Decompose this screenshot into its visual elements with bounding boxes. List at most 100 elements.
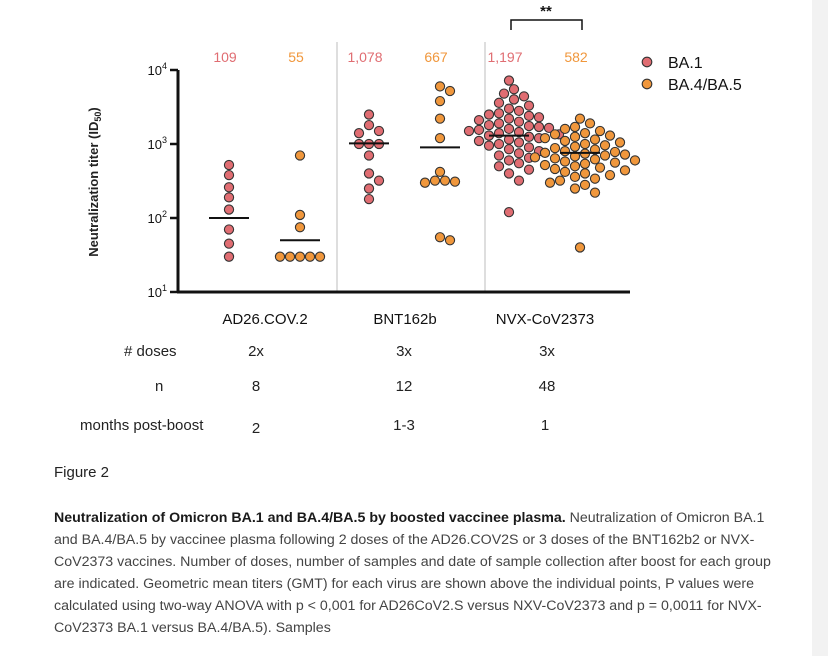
data-point — [523, 164, 535, 175]
y-tick-label: 104 — [148, 61, 167, 78]
data-point — [574, 242, 586, 253]
data-point — [223, 169, 235, 181]
data-point — [473, 135, 485, 147]
data-point — [363, 183, 375, 194]
data-point — [559, 156, 571, 167]
y-tick-label: 102 — [148, 209, 167, 226]
data-point — [483, 119, 495, 131]
data-point — [523, 120, 535, 132]
data-point — [579, 179, 591, 191]
data-point — [493, 150, 505, 161]
figure-label: Figure 2 — [54, 464, 110, 481]
data-point — [493, 161, 505, 172]
gmt-label: 55 — [288, 49, 304, 65]
data-point — [503, 144, 515, 155]
legend-marker — [641, 78, 653, 90]
figure-caption: Neutralization of Omicron BA.1 and BA.4/… — [54, 507, 774, 639]
data-point — [569, 171, 581, 182]
data-point — [549, 129, 561, 140]
data-point — [529, 152, 541, 163]
data-point — [493, 97, 505, 108]
data-point — [473, 115, 485, 126]
data-point — [544, 177, 556, 188]
cell: 3x — [539, 343, 555, 360]
data-point — [223, 192, 235, 203]
data-point — [493, 108, 505, 119]
data-point — [449, 176, 461, 187]
data-point — [493, 118, 505, 129]
data-point — [473, 124, 485, 136]
row-label: n — [155, 378, 164, 395]
data-point — [579, 138, 591, 150]
data-point — [434, 95, 446, 107]
data-point — [629, 155, 641, 166]
cell: 48 — [538, 378, 556, 395]
cell: 8 — [251, 378, 261, 395]
x-group-label: AD26.COV.2 — [222, 311, 307, 328]
data-point — [513, 105, 525, 117]
data-point — [569, 183, 581, 194]
data-point — [503, 123, 515, 135]
data-point — [554, 175, 566, 186]
caption-text: Neutralization of Omicron BA.1 and BA.4/… — [54, 510, 771, 636]
data-point — [609, 146, 621, 158]
gmt-label: 667 — [424, 49, 448, 65]
data-point — [574, 113, 586, 124]
caption-title: Neutralization of Omicron BA.1 and BA.4/… — [54, 510, 566, 526]
data-point — [513, 126, 525, 138]
data-point — [363, 119, 375, 131]
data-point — [493, 138, 505, 150]
data-point — [503, 103, 515, 114]
data-point — [513, 137, 525, 148]
cell: 3x — [396, 343, 412, 360]
data-point — [579, 158, 591, 169]
data-point — [363, 193, 375, 205]
data-point — [483, 109, 495, 120]
data-point — [619, 165, 631, 176]
data-point — [539, 132, 551, 144]
data-point — [539, 147, 551, 158]
data-point — [569, 121, 581, 133]
data-point — [518, 91, 530, 102]
data-point — [373, 125, 385, 137]
data-point — [503, 113, 515, 124]
data-point — [439, 175, 451, 186]
data-point — [599, 140, 611, 151]
data-point — [434, 113, 446, 124]
data-point — [569, 131, 581, 142]
data-point — [434, 166, 446, 178]
data-point — [619, 149, 631, 160]
data-point — [589, 134, 601, 145]
data-point — [609, 157, 621, 168]
row-label: months post-boost — [80, 417, 204, 434]
data-point — [503, 155, 515, 166]
y-axis-label: Neutralization titer (ID50) — [86, 107, 103, 256]
x-group-label: BNT162b — [373, 311, 436, 328]
y-tick-label: 103 — [148, 135, 167, 152]
gmt-label: 109 — [213, 49, 237, 65]
data-point — [589, 187, 601, 198]
data-point — [508, 84, 520, 95]
gmt-label: 582 — [564, 49, 588, 65]
row-label: # doses — [124, 343, 177, 360]
data-point — [549, 153, 561, 164]
data-point — [434, 81, 446, 92]
data-point — [513, 148, 525, 159]
data-point — [483, 140, 495, 151]
data-point — [559, 146, 571, 157]
data-point — [353, 128, 365, 139]
cell: 1-3 — [393, 417, 415, 434]
cell: 1 — [540, 417, 550, 434]
data-point — [549, 163, 561, 175]
data-point — [363, 168, 375, 179]
data-point — [294, 209, 306, 221]
y-tick-label: 101 — [148, 283, 167, 300]
data-point — [543, 122, 555, 134]
data-point — [579, 168, 591, 179]
data-point — [523, 100, 535, 111]
data-point — [594, 125, 606, 137]
data-point — [523, 110, 535, 122]
data-point — [373, 175, 385, 186]
data-point — [223, 182, 235, 193]
